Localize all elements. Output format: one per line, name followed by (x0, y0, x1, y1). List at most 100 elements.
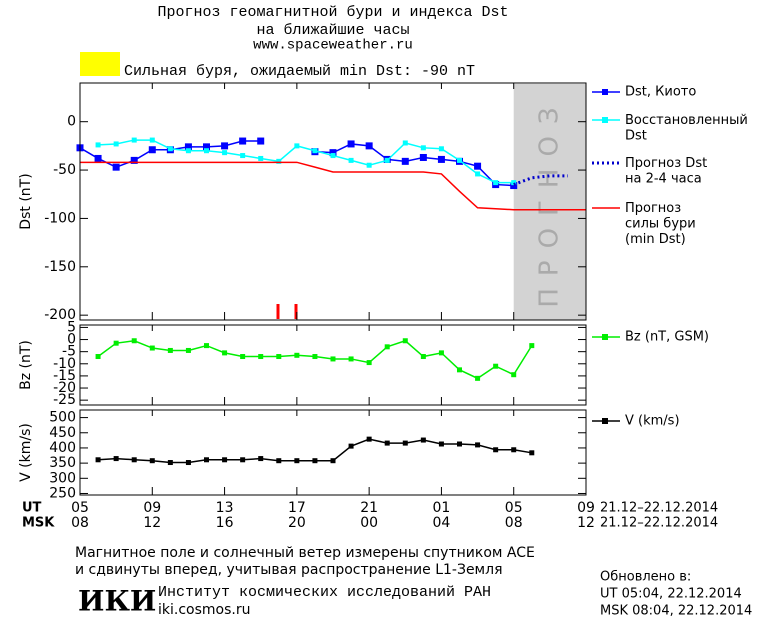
marker (184, 143, 192, 151)
date-range: 21.12–22.12.2014 (600, 501, 718, 516)
forecast-region (513, 84, 586, 320)
x-tick-label: 17 (288, 500, 306, 516)
marker (257, 137, 265, 145)
marker (312, 458, 318, 464)
marker (401, 157, 409, 165)
logo: ИКИ (78, 585, 156, 618)
marker (113, 141, 119, 147)
marker (167, 460, 173, 466)
y-tick-label: -25 (53, 392, 76, 408)
marker (222, 350, 228, 356)
marker (294, 143, 300, 149)
marker (437, 155, 445, 163)
url: www.spaceweather.ru (253, 38, 413, 54)
marker (348, 157, 354, 163)
updated: Обновлено в: (600, 570, 691, 585)
marker (276, 354, 282, 360)
marker (95, 354, 101, 360)
marker (366, 162, 372, 168)
legend-marker (602, 117, 608, 123)
x-tick-label: 12 (577, 515, 595, 531)
marker (420, 145, 426, 151)
x-tick-label: 04 (433, 515, 451, 531)
series-line (80, 161, 586, 211)
series-line (513, 174, 568, 186)
alert-swatch (80, 52, 120, 76)
marker (529, 343, 535, 349)
x-tick-label: 00 (360, 515, 378, 531)
plot-frame (79, 82, 587, 321)
marker (149, 458, 155, 464)
date-range: 21.12–22.12.2014 (600, 516, 718, 531)
updated-ut: UT 05:04, 22.12.2014 (600, 587, 742, 602)
x-tick-label: 20 (288, 515, 306, 531)
y-tick-label: 500 (49, 410, 76, 426)
y-tick-label: 300 (49, 470, 76, 486)
marker (457, 157, 462, 163)
x-tick-label: 08 (71, 515, 89, 531)
marker (294, 458, 300, 464)
marker (185, 148, 191, 154)
legend-label: Dst, Киото (625, 85, 696, 100)
y-tick-label: 5 (67, 319, 76, 335)
marker (384, 344, 390, 350)
marker (438, 350, 444, 356)
marker (130, 156, 138, 164)
legend-marker (602, 418, 608, 424)
marker (312, 354, 318, 360)
marker (185, 460, 191, 466)
marker (330, 153, 336, 159)
marker (474, 162, 482, 170)
marker (384, 440, 390, 446)
y-tick-label: -200 (44, 307, 76, 323)
plot-frame (79, 324, 587, 406)
marker (493, 363, 499, 369)
series-line (98, 139, 514, 184)
y-tick-label: -100 (44, 210, 76, 226)
marker (258, 155, 264, 161)
marker (438, 441, 444, 447)
marker (402, 140, 408, 146)
marker (347, 140, 355, 148)
y-tick-label: 450 (49, 425, 76, 441)
institute: Институт космических исследований РАН (158, 584, 491, 601)
marker (510, 182, 518, 190)
marker (149, 137, 155, 143)
marker (402, 440, 408, 446)
marker (149, 345, 155, 351)
marker (438, 146, 444, 152)
marker (185, 347, 191, 353)
x-tick-label: 08 (505, 515, 523, 531)
marker (167, 347, 173, 353)
marker (330, 458, 336, 464)
marker (511, 447, 517, 453)
x-tick-label: 09 (143, 500, 161, 516)
marker (493, 447, 499, 453)
plot-frame (79, 409, 587, 496)
marker (529, 450, 535, 456)
x-axis-row-label: UT (22, 501, 42, 516)
y-tick-label: 0 (67, 114, 76, 130)
marker (329, 149, 337, 157)
marker (276, 158, 282, 164)
marker (493, 180, 499, 186)
y-tick-label: -10 (53, 356, 76, 372)
legend-label: Прогноз Dst на 2-4 часа (625, 156, 707, 187)
marker (221, 142, 229, 150)
marker (294, 352, 300, 358)
marker (348, 443, 354, 449)
marker (420, 354, 426, 360)
footer-note: Магнитное поле и солнечный ветер измерен… (75, 545, 535, 578)
marker (94, 154, 102, 162)
x-tick-label: 13 (216, 500, 234, 516)
legend-label: Bz (nT, GSM) (625, 330, 709, 345)
y-axis-label: Dst (nT) (18, 173, 34, 229)
legend-label: Восстановленный Dst (625, 113, 748, 144)
marker (240, 153, 246, 159)
x-tick-label: 21 (360, 500, 378, 516)
marker (258, 354, 264, 360)
alert-text: Сильная буря, ожидаемый min Dst: -90 nT (124, 63, 475, 80)
x-axis-row-label: MSK (22, 516, 55, 531)
